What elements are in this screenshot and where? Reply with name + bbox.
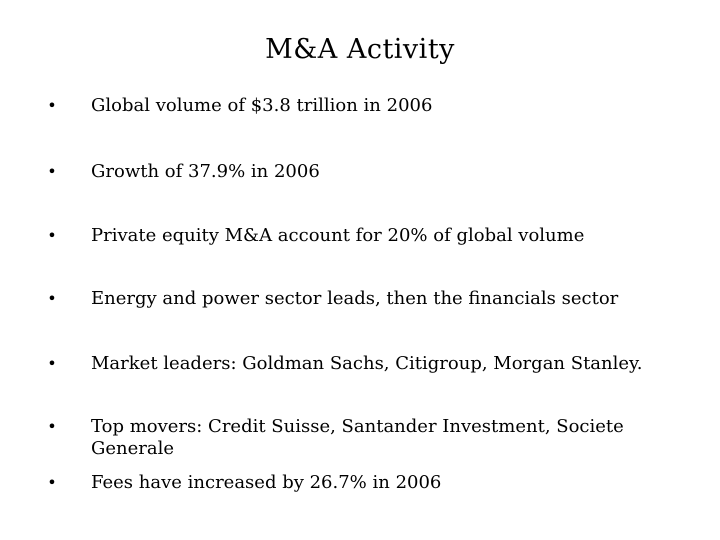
bullet-text: Top movers: Credit Suisse, Santander Inv… [91, 416, 624, 459]
slide-title: M&A Activity [265, 34, 455, 65]
bullet-text: Private equity M&A account for 20% of gl… [91, 225, 585, 246]
bullet-dot-icon: • [47, 96, 57, 115]
bullet-text: Global volume of $3.8 trillion in 2006 [91, 95, 433, 116]
bullet-text: Fees have increased by 26.7% in 2006 [91, 472, 442, 493]
bullet-dot-icon: • [47, 226, 57, 245]
bullet-dot-icon: • [47, 354, 57, 373]
bullet-text: Growth of 37.9% in 2006 [91, 161, 320, 182]
bullet-text: Market leaders: Goldman Sachs, Citigroup… [91, 353, 643, 374]
bullet-dot-icon: • [47, 473, 57, 492]
bullet-dot-icon: • [47, 289, 57, 308]
bullet-text: Energy and power sector leads, then the … [91, 288, 619, 309]
bullet-dot-icon: • [47, 162, 57, 181]
bullet-dot-icon: • [47, 417, 57, 436]
